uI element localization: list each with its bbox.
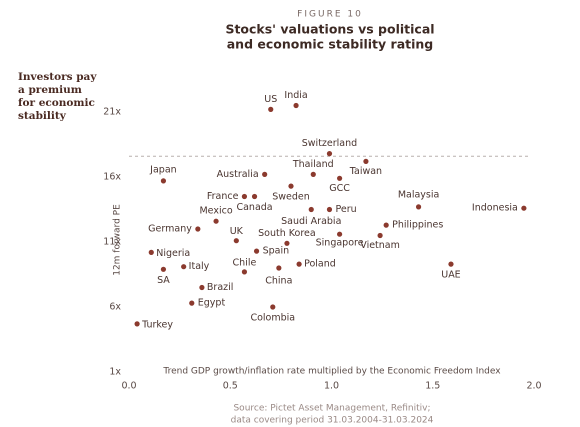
y-tick-label: 1x [109,367,121,378]
y-tick-label: 11x [103,237,121,248]
point-label: US [264,94,277,105]
point [448,261,454,267]
point-label: Brazil [207,282,234,293]
point [160,178,167,184]
point [199,284,205,291]
point-label: Vietnam [360,240,400,251]
point [253,248,260,254]
point [251,193,258,200]
x-tick-label: 1.5 [425,381,440,392]
point [293,102,299,109]
side-note: Investors pay [18,71,97,83]
point [241,269,248,275]
point [326,206,333,213]
chart-title: Stocks' valuations vs political [225,22,434,37]
point-label: Australia [217,169,259,180]
point-label: Mexico [199,206,232,217]
point [270,304,276,310]
point-label: UK [230,226,244,237]
point-label: Peru [335,204,356,215]
point [262,171,268,177]
point [296,261,302,267]
point [288,183,294,189]
point-label: SA [157,275,170,286]
y-tick-label: 6x [109,302,121,313]
point-label: Japan [149,164,177,175]
point [195,226,201,232]
source: data covering period 31.03.2004-31.03.20… [231,416,434,426]
point-label: Chile [233,257,257,268]
point-label: China [265,276,292,287]
y-axis-label: 12m forward PE [113,204,123,276]
side-note: a premium [18,84,82,96]
x-tick-label: 0.0 [121,381,136,392]
point-label: Thailand [292,159,334,170]
point [415,204,422,210]
point-label: Malaysia [398,189,440,200]
point-label: Colombia [250,313,295,324]
point [284,240,290,246]
point [383,222,389,228]
side-note: for economic [18,97,95,109]
point [148,249,154,255]
point-label: Germany [148,224,192,235]
point-label: Nigeria [156,248,190,259]
x-tick-label: 1.0 [324,381,339,392]
point [337,175,343,181]
point-label: Egypt [198,298,226,309]
point-label: Spain [263,246,290,257]
point [326,151,333,157]
point-label: South Korea [258,228,316,239]
point [134,321,140,327]
x-axis-label: Trend GDP growth/inflation rate multipli… [162,367,501,377]
point [189,300,195,306]
y-tick-label: 21x [103,107,121,118]
side-note: stability [18,110,67,122]
figure-label: FIGURE 10 [297,10,363,20]
point [521,205,527,211]
point [268,106,274,112]
x-tick-label: 2.0 [526,381,541,392]
point-label: Taiwan [349,166,382,177]
point-label: UAE [441,270,460,281]
x-tick-label: 0.5 [223,381,238,392]
point-label: Italy [189,261,210,272]
point-label: Singapore [316,238,364,249]
y-tick-label: 16x [103,172,121,183]
point [276,265,282,271]
point [310,171,316,177]
point-label: Turkey [141,319,173,330]
point [363,158,369,164]
point [181,264,187,270]
point [213,218,219,224]
point [233,238,239,244]
point-label: Sweden [272,192,310,203]
point-label: Indonesia [472,203,518,214]
point-label: Philippines [392,220,443,231]
x-axis-label-bg [158,365,506,378]
point [337,231,343,237]
source: Source: Pictet Asset Management, Refinit… [233,404,430,414]
point [377,232,383,239]
point-label: Poland [304,259,336,270]
point [308,206,314,213]
point-label: Switzerland [302,138,357,149]
point-label: Saudi Arabia [281,216,341,227]
point-label: France [207,191,239,202]
point [160,266,167,272]
point-label: India [284,90,307,101]
point-label: GCC [329,183,350,194]
chart-title: and economic stability rating [227,37,434,52]
point-label: Canada [236,202,272,213]
point [241,193,248,200]
